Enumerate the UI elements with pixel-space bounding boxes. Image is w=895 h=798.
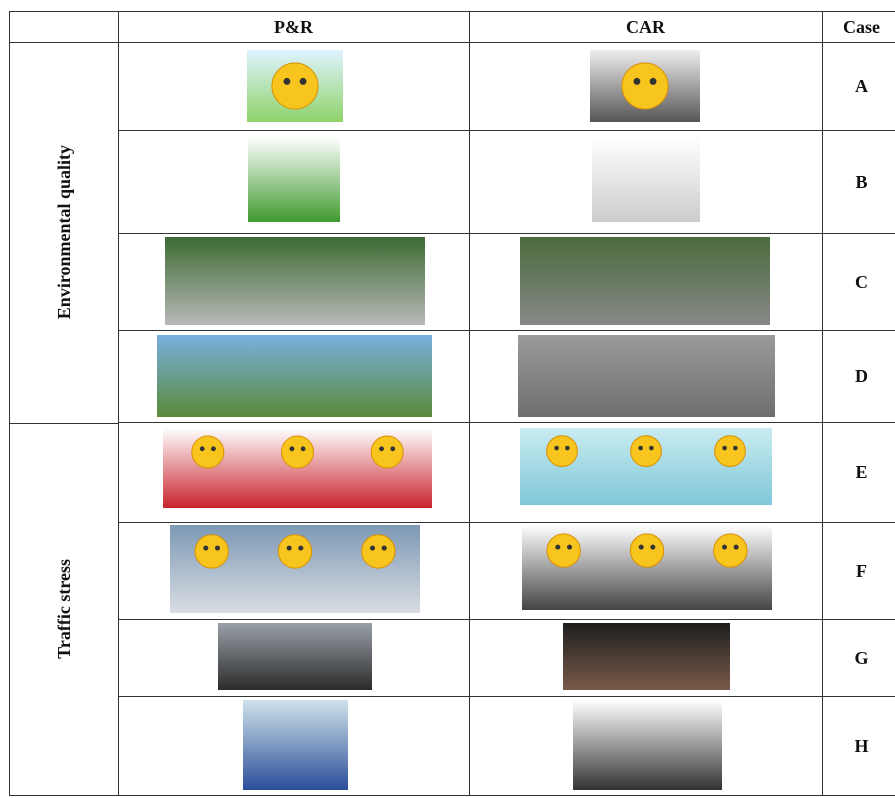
pr-image	[248, 137, 340, 222]
car-cell	[469, 620, 823, 697]
car-image	[563, 623, 730, 690]
pr-image	[170, 525, 420, 613]
group-label: Environmental quality	[53, 145, 74, 320]
case-cell: E	[822, 423, 895, 523]
car-cell	[469, 131, 823, 234]
case-label: H	[854, 735, 869, 756]
header-case: Case	[843, 16, 880, 37]
pr-image	[218, 623, 372, 690]
case-cell: F	[822, 523, 895, 620]
header-cell: P&R	[118, 11, 470, 43]
header-pr: P&R	[274, 16, 313, 37]
car-image	[592, 137, 700, 222]
case-label: E	[855, 462, 868, 482]
car-cell	[469, 523, 823, 620]
case-label: G	[854, 647, 869, 668]
pr-cell	[118, 697, 470, 796]
case-cell: C	[822, 234, 895, 331]
case-label: F	[856, 560, 867, 581]
pr-cell	[118, 42, 470, 131]
case-label: B	[855, 171, 868, 192]
pr-image	[243, 700, 348, 790]
case-cell: G	[822, 620, 895, 697]
pr-cell	[118, 423, 470, 523]
car-cell	[469, 331, 823, 423]
pr-cell	[118, 131, 470, 234]
header-car: CAR	[626, 16, 665, 37]
pr-image	[163, 428, 432, 508]
pr-image	[157, 335, 432, 417]
pr-cell	[118, 523, 470, 620]
car-cell	[469, 423, 823, 523]
corner-cell	[9, 11, 119, 43]
car-image	[590, 50, 700, 122]
case-cell: A	[822, 42, 895, 131]
car-cell	[469, 697, 823, 796]
header-cell: CAR	[469, 11, 823, 43]
case-cell: H	[822, 697, 895, 796]
group-cell: Traffic stress	[9, 423, 119, 796]
car-cell	[469, 234, 823, 331]
car-image	[573, 700, 722, 790]
case-label: D	[855, 366, 868, 386]
case-label: A	[855, 75, 868, 96]
case-cell: D	[822, 331, 895, 423]
pr-cell	[118, 331, 470, 423]
car-image	[520, 237, 770, 325]
header-cell: Case	[822, 11, 895, 43]
car-image	[518, 335, 775, 417]
pr-cell	[118, 620, 470, 697]
pr-image	[247, 50, 343, 122]
car-image	[522, 525, 772, 610]
pr-image	[165, 237, 425, 325]
car-cell	[469, 42, 823, 131]
pr-cell	[118, 234, 470, 331]
case-label: C	[855, 271, 868, 292]
group-label: Traffic stress	[53, 559, 74, 659]
case-cell: B	[822, 131, 895, 234]
group-cell: Environmental quality	[9, 42, 119, 424]
car-image	[520, 428, 772, 505]
